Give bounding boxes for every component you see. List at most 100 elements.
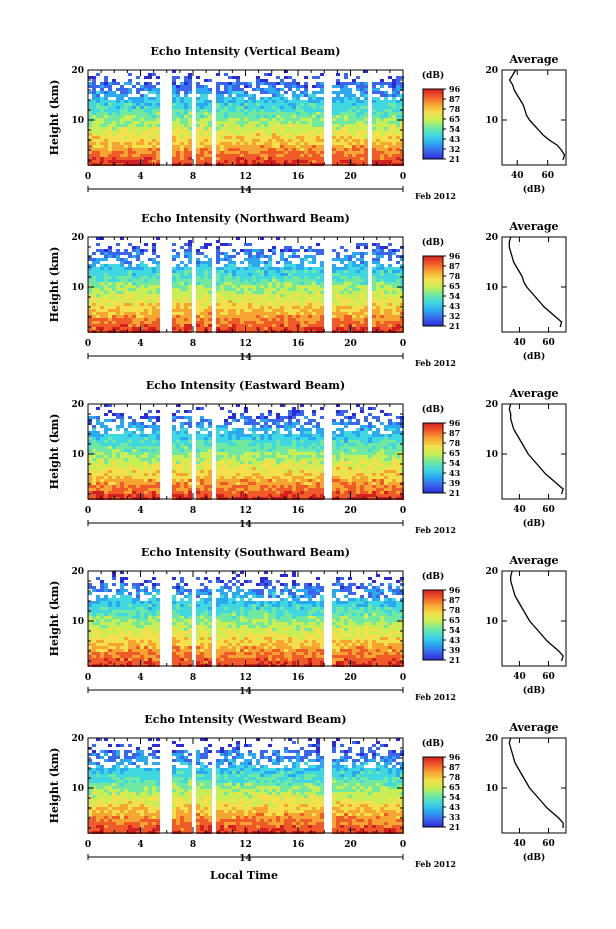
heatmap-cell — [172, 464, 176, 467]
heatmap-cell — [152, 118, 156, 121]
heatmap-cell — [364, 306, 368, 309]
heatmap-cell — [372, 249, 376, 252]
heatmap-cell — [100, 279, 104, 282]
heatmap-cell — [284, 91, 288, 94]
heatmap-cell — [332, 282, 336, 285]
heatmap-cell — [148, 315, 152, 318]
heatmap-cell — [156, 276, 160, 279]
heatmap-cell — [176, 464, 180, 467]
heatmap-cell — [388, 148, 392, 151]
heatmap-cell — [356, 294, 360, 297]
heatmap-cell — [96, 94, 100, 97]
heatmap-cell — [308, 315, 312, 318]
heatmap-cell — [372, 306, 376, 309]
heatmap-cell — [200, 109, 204, 112]
heatmap-cell — [96, 133, 100, 136]
heatmap-cell — [364, 88, 368, 91]
heatmap-cell — [360, 100, 364, 103]
heatmap-cell — [312, 130, 316, 133]
heatmap-cell — [132, 145, 136, 148]
heatmap-cell — [236, 282, 240, 285]
heatmap-cell — [240, 285, 244, 288]
heatmap-cell — [344, 112, 348, 115]
heatmap-cell — [108, 130, 112, 133]
heatmap-cell — [256, 124, 260, 127]
heatmap-cell — [340, 124, 344, 127]
heatmap-cell — [272, 324, 276, 327]
heatmap-cell — [116, 476, 120, 479]
heatmap-cell — [376, 273, 380, 276]
heatmap-cell — [100, 452, 104, 455]
heatmap-cell — [104, 154, 108, 157]
heatmap-cell — [112, 82, 116, 85]
average-x-tick-label: 60 — [541, 171, 554, 181]
heatmap-cell — [248, 85, 252, 88]
heatmap-cell — [304, 258, 308, 261]
heatmap-cell — [248, 118, 252, 121]
heatmap-cell — [260, 312, 264, 315]
heatmap-cell — [224, 255, 228, 258]
heatmap-cell — [220, 133, 224, 136]
heatmap-cell — [400, 76, 404, 79]
heatmap-cell — [108, 154, 112, 157]
heatmap-cell — [256, 303, 260, 306]
heatmap-cell — [252, 324, 256, 327]
heatmap-cell — [284, 273, 288, 276]
heatmap-cell — [316, 148, 320, 151]
heatmap-cell — [364, 124, 368, 127]
heatmap-cell — [244, 109, 248, 112]
heatmap-cell — [276, 139, 280, 142]
heatmap-cell — [228, 440, 232, 443]
heatmap-cell — [268, 115, 272, 118]
heatmap-cell — [268, 255, 272, 258]
heatmap-cell — [112, 446, 116, 449]
heatmap-cell — [384, 273, 388, 276]
heatmap-cell — [108, 488, 112, 491]
heatmap-cell — [172, 279, 176, 282]
heatmap-cell — [364, 100, 368, 103]
heatmap-cell — [172, 315, 176, 318]
heatmap-cell — [196, 431, 200, 434]
heatmap-cell — [92, 309, 96, 312]
heatmap-cell — [140, 121, 144, 124]
heatmap-cell — [264, 148, 268, 151]
heatmap-cell — [200, 479, 204, 482]
heatmap-cell — [180, 324, 184, 327]
heatmap-cell — [216, 455, 220, 458]
heatmap-cell — [348, 124, 352, 127]
heatmap-cell — [92, 148, 96, 151]
heatmap-cell — [300, 321, 304, 324]
heatmap-cell — [268, 249, 272, 252]
heatmap-cell — [300, 118, 304, 121]
heatmap-cell — [152, 416, 156, 419]
heatmap-cell — [204, 419, 208, 422]
heatmap-cell — [236, 112, 240, 115]
heatmap-cell — [320, 127, 324, 130]
heatmap-cell — [272, 315, 276, 318]
heatmap-cell — [396, 279, 400, 282]
heatmap-cell — [152, 243, 156, 246]
heatmap-cell — [124, 88, 128, 91]
heatmap-cell — [92, 482, 96, 485]
heatmap-cell — [392, 136, 396, 139]
heatmap-cell — [136, 324, 140, 327]
heatmap-cell — [384, 276, 388, 279]
heatmap-cell — [132, 467, 136, 470]
heatmap-cell — [352, 261, 356, 264]
heatmap-cell — [380, 315, 384, 318]
heatmap-cell — [352, 106, 356, 109]
heatmap-cell — [336, 109, 340, 112]
heatmap-cell — [376, 157, 380, 160]
heatmap-cell — [308, 139, 312, 142]
heatmap-cell — [96, 479, 100, 482]
heatmap-cell — [124, 491, 128, 494]
heatmap-cell — [288, 139, 292, 142]
average-x-label: (dB) — [523, 351, 545, 362]
heatmap-cell — [348, 157, 352, 160]
heatmap-cell — [128, 488, 132, 491]
heatmap-cell — [228, 318, 232, 321]
heatmap-cell — [384, 133, 388, 136]
heatmap-cell — [176, 103, 180, 106]
heatmap-cell — [188, 294, 192, 297]
heatmap-cell — [312, 288, 316, 291]
